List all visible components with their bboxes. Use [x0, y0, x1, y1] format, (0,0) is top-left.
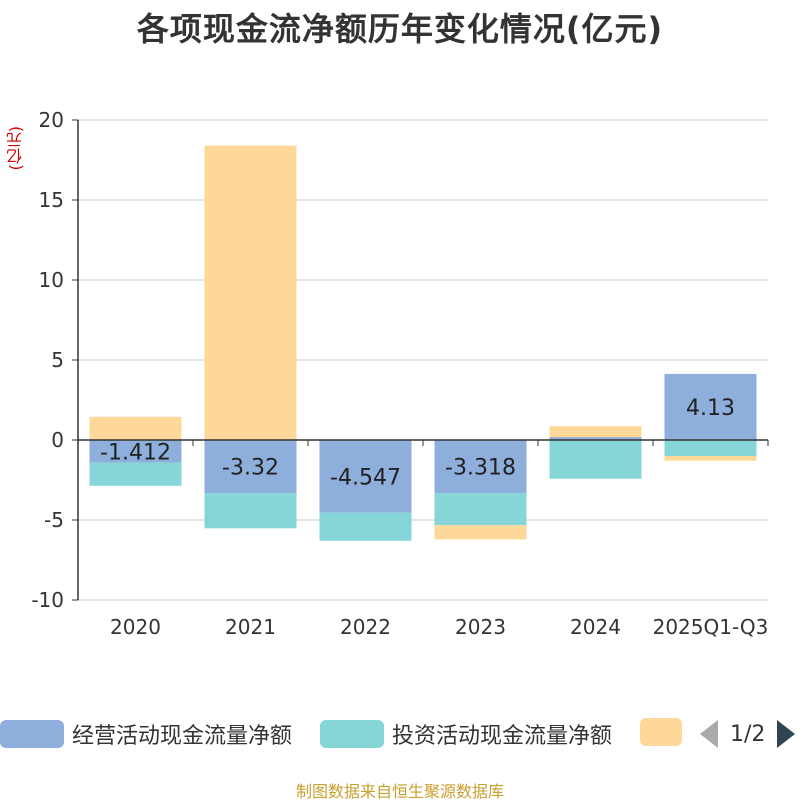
- data-label: 4.13: [686, 396, 735, 421]
- y-tick-label: 0: [51, 428, 64, 452]
- bar-financing: [664, 456, 757, 461]
- data-label: -3.32: [222, 456, 279, 481]
- legend-item-investing[interactable]: 投资活动现金流量净额: [320, 718, 612, 750]
- data-label: -1.412: [100, 440, 171, 465]
- bar-financing: [549, 426, 642, 438]
- legend-next-page-icon[interactable]: [777, 720, 796, 748]
- x-tick-label: 2024: [570, 615, 621, 639]
- bar-investing: [664, 440, 757, 456]
- bar-operating: [664, 373, 757, 440]
- bar-operating: [434, 440, 527, 494]
- legend-swatch-financing: [640, 718, 682, 746]
- x-tick-label: 2022: [340, 615, 391, 639]
- legend-swatch-investing: [320, 720, 384, 748]
- x-tick-label: 2023: [455, 615, 506, 639]
- bar-operating: [549, 437, 642, 440]
- legend-item-financing[interactable]: [640, 718, 682, 746]
- y-tick-label: -10: [31, 588, 64, 612]
- y-tick-label: 10: [39, 268, 64, 292]
- data-label: -4.547: [330, 465, 401, 490]
- legend-label-investing: 投资活动现金流量净额: [392, 724, 613, 749]
- legend-prev-page-icon[interactable]: [700, 720, 718, 748]
- bar-financing: [89, 416, 182, 440]
- y-tick-label: 20: [39, 108, 64, 132]
- y-tick-label: -5: [44, 508, 64, 532]
- y-tick-label: 5: [51, 348, 64, 372]
- x-tick-label: 2020: [110, 615, 161, 639]
- bar-investing: [89, 462, 182, 486]
- legend-item-operating[interactable]: 经营活动现金流量净额: [0, 718, 292, 750]
- bar-financing: [434, 525, 527, 540]
- bar-operating: [89, 440, 182, 463]
- x-tick-label: 2025Q1-Q3: [653, 615, 769, 639]
- bar-operating: [204, 440, 297, 494]
- bar-operating: [319, 440, 412, 513]
- legend-pager: 1/2: [700, 716, 796, 752]
- bar-investing: [434, 493, 527, 526]
- data-source-note: 制图数据来自恒生聚源数据库: [295, 782, 504, 801]
- x-tick-label: 2021: [225, 615, 276, 639]
- y-tick-label: 15: [39, 188, 64, 212]
- bar-investing: [549, 440, 642, 479]
- bar-investing: [319, 512, 412, 541]
- bar-investing: [204, 493, 297, 529]
- legend-page-indicator: 1/2: [730, 721, 766, 747]
- legend-swatch-operating: [0, 720, 64, 748]
- chart-title: 各项现金流净额历年变化情况(亿元): [136, 10, 664, 48]
- bar-financing: [204, 145, 297, 440]
- legend: 经营活动现金流量净额 投资活动现金流量净额 1/2: [0, 716, 800, 752]
- data-label: -3.318: [445, 456, 516, 481]
- legend-label-operating: 经营活动现金流量净额: [72, 724, 293, 749]
